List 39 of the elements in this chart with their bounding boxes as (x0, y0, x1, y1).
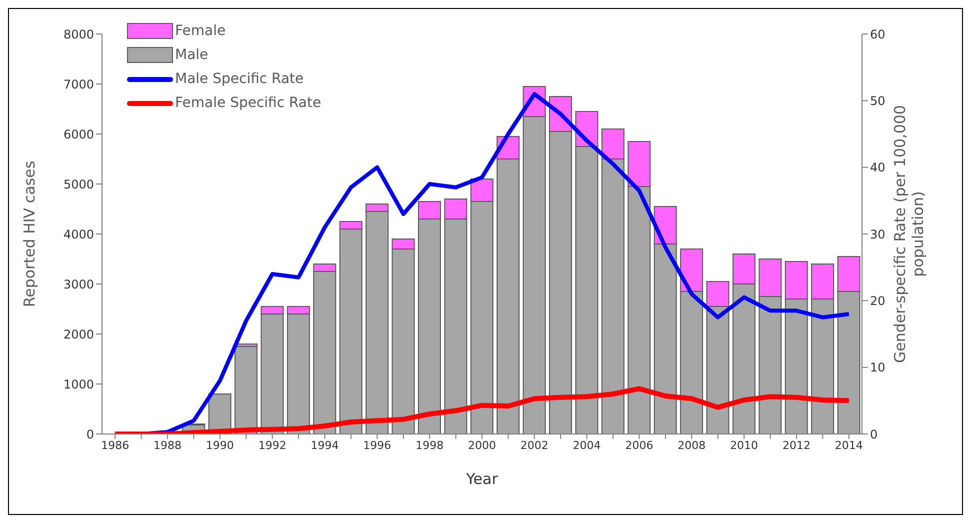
y-tick-label: 7000 (63, 77, 94, 92)
y2-axis-title: Gender-specific Rate (per 100,000 population) (891, 105, 927, 363)
x-axis-title: Year (465, 470, 499, 488)
y-tick-label: 3000 (63, 277, 94, 292)
y2-tick-label: 0 (870, 427, 878, 442)
y2-tick-label: 60 (870, 27, 886, 42)
legend-label: Female (175, 23, 226, 39)
bar (234, 346, 258, 434)
y-tick-label: 2000 (63, 327, 94, 342)
legend-label: Female Specific Rate (175, 95, 322, 111)
x-tick-label: 1992 (258, 438, 286, 452)
x-tick-label: 2012 (782, 438, 810, 452)
x-tick-label: 2014 (834, 438, 863, 452)
x-tick-label: 1998 (416, 438, 444, 452)
y2-tick-label: 50 (870, 94, 886, 108)
x-tick-label: 2010 (730, 438, 758, 452)
x-tick-label: 2008 (678, 438, 706, 452)
x-tick-label: 2000 (468, 438, 496, 452)
y-tick-label: 8000 (63, 27, 94, 42)
y-tick-label: 0 (86, 427, 94, 442)
y2-tick-label: 10 (870, 360, 886, 375)
x-tick-label: 1996 (363, 438, 392, 452)
x-tick-label: 2004 (572, 438, 601, 452)
x-tick-label: 1986 (101, 438, 130, 452)
x-tick-label: 1990 (206, 438, 234, 452)
y-axis-title: Reported HIV cases (20, 160, 38, 308)
y2-tick-label: 30 (870, 227, 886, 242)
y2-tick-label: 20 (870, 294, 886, 308)
y2-tick-label: 40 (870, 160, 886, 175)
x-tick-label: 2006 (625, 438, 654, 452)
y-tick-label: 5000 (63, 177, 94, 192)
x-tick-label: 1988 (154, 438, 182, 452)
y-tick-label: 6000 (63, 127, 94, 142)
legend-label: Male (175, 47, 208, 63)
y-tick-label: 1000 (63, 377, 94, 392)
legend-label: Male Specific Rate (175, 71, 304, 87)
x-tick-label: 2002 (520, 438, 548, 452)
y-tick-label: 4000 (63, 227, 94, 242)
x-tick-label: 1994 (310, 438, 339, 452)
